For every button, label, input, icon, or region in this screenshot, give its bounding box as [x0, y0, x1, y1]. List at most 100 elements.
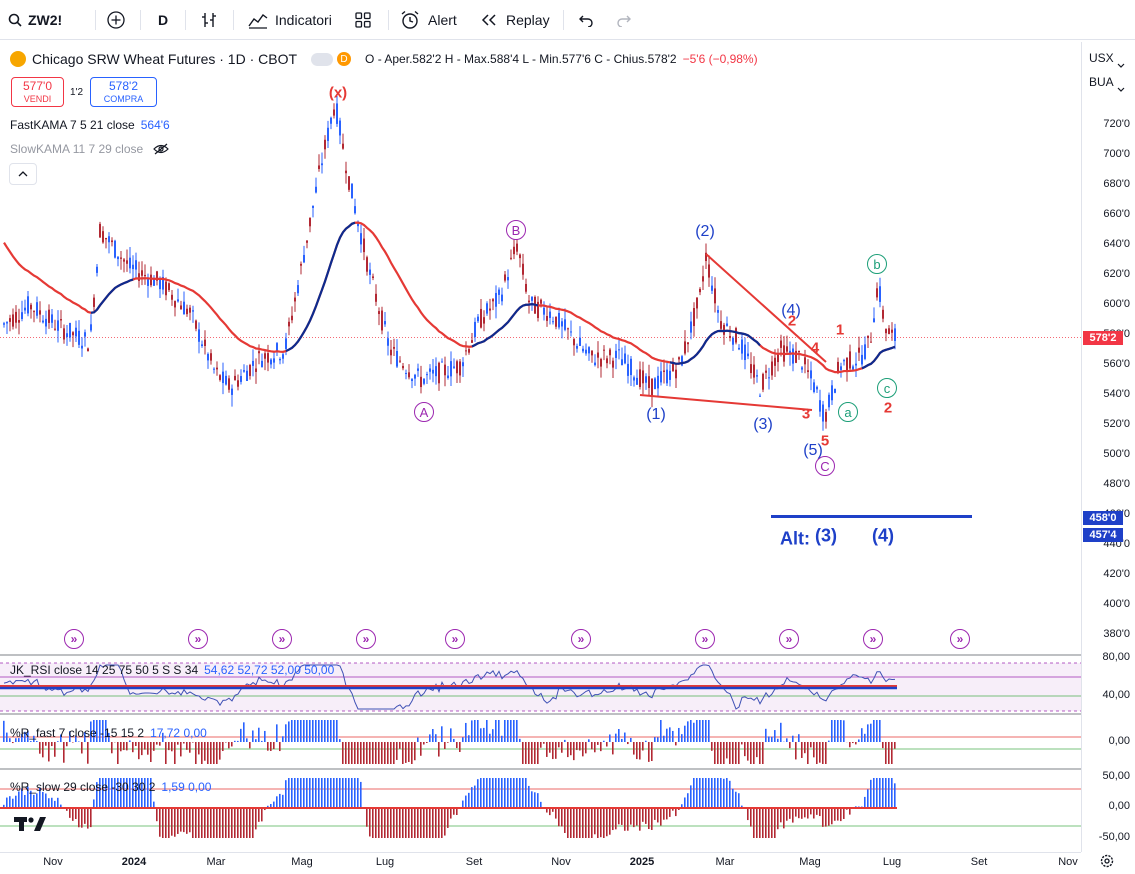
candle-body [411, 379, 413, 381]
indicators-button[interactable]: Indicatori [248, 0, 332, 40]
event-marker[interactable]: » [445, 629, 465, 649]
symbol-title: Chicago SRW Wheat Futures · 1D · CBOT [32, 51, 297, 67]
candle-body [249, 365, 251, 376]
candle-body [825, 412, 827, 422]
symbol-search[interactable]: ZW2! [8, 0, 62, 40]
sell-button[interactable]: 577'0 VENDI [11, 77, 64, 107]
rfast-bar [444, 742, 446, 749]
candle-body [3, 323, 5, 324]
indicators-label: Indicatori [275, 12, 332, 28]
rslow-bar [393, 808, 395, 838]
currency-selector[interactable]: USX [1089, 51, 1114, 65]
event-marker[interactable]: » [188, 629, 208, 649]
rfast-bar [849, 742, 851, 747]
candle-body [780, 341, 782, 348]
rslow-bar [630, 808, 632, 825]
rslow-bar [435, 808, 437, 838]
rfast-bar [609, 734, 611, 742]
rfast-bar [627, 742, 629, 744]
event-marker[interactable]: » [863, 629, 883, 649]
candle-body [93, 298, 95, 307]
candle-body [507, 277, 509, 280]
rfast-bar [285, 724, 287, 742]
layouts-button[interactable] [354, 0, 372, 40]
rslow-bar [669, 808, 671, 817]
buy-button[interactable]: 578'2 COMPRA [90, 77, 157, 107]
alert-button[interactable]: Alert [400, 0, 457, 40]
rslow-bar [417, 808, 419, 838]
market-status-icon [311, 53, 333, 66]
candle-body [180, 305, 182, 309]
candle-body [207, 354, 209, 360]
trendline [640, 395, 812, 410]
candle-body [471, 340, 473, 343]
rslow-bar [219, 808, 221, 838]
undo-button[interactable] [578, 0, 594, 40]
event-marker[interactable]: » [571, 629, 591, 649]
rslow-bar [795, 808, 797, 817]
redo-button[interactable] [616, 0, 632, 40]
candle-body [591, 351, 593, 356]
event-marker[interactable]: » [950, 629, 970, 649]
rfast-bar [264, 731, 266, 742]
rslow-bar [621, 808, 623, 825]
rslow-bar [276, 796, 278, 808]
rfast-bar [636, 742, 638, 759]
tradingview-logo [14, 815, 46, 839]
unit-selector[interactable]: BUA [1089, 75, 1114, 89]
rfast-bar [732, 742, 734, 764]
r-fast-values: 17,72 0,00 [150, 726, 207, 740]
event-marker[interactable]: » [779, 629, 799, 649]
hidden-eye-icon[interactable] [153, 143, 169, 155]
rslow-bar [603, 808, 605, 838]
rfast-bar [681, 734, 683, 742]
event-marker[interactable]: » [64, 629, 84, 649]
candle-body [639, 369, 641, 387]
event-marker[interactable]: » [356, 629, 376, 649]
candle-body [453, 367, 455, 368]
candle-body [816, 387, 818, 389]
rslow-bar [564, 808, 566, 833]
candle-body [648, 376, 650, 388]
rslow-bar [771, 808, 773, 838]
rslow-bar [303, 778, 305, 808]
time-tick: Lug [883, 856, 901, 868]
settings-gear-icon[interactable] [1099, 853, 1117, 871]
rfast-bar [132, 742, 134, 752]
rfast-bar [294, 720, 296, 742]
rslow-bar [828, 808, 830, 826]
rfast-bar [159, 742, 161, 746]
rfast-bar [495, 720, 497, 742]
rfast-bar [789, 742, 791, 748]
candle-body [684, 341, 686, 353]
rfast-bar [603, 741, 605, 742]
candle-body [486, 303, 488, 313]
rslow-bar [438, 808, 440, 838]
event-marker[interactable]: » [272, 629, 292, 649]
rslow-bar [474, 786, 476, 808]
chart-type-button[interactable] [200, 0, 218, 40]
rfast-bar [528, 742, 530, 764]
rslow-bar [492, 778, 494, 808]
sub-wave-2a: 2 [788, 313, 796, 330]
replay-button[interactable]: Replay [480, 0, 550, 40]
interval-button[interactable]: D [158, 0, 168, 40]
rslow-bar [381, 808, 383, 838]
rfast-bar [240, 729, 242, 742]
event-marker[interactable]: » [695, 629, 715, 649]
collapse-legend-button[interactable] [9, 163, 37, 185]
rslow-bar [870, 780, 872, 808]
compare-button[interactable] [106, 0, 126, 40]
candle-body [243, 370, 245, 372]
rfast-bar [621, 739, 623, 742]
rfast-bar [741, 742, 743, 744]
rslow-bar [234, 808, 236, 838]
slow-kama-legend[interactable]: SlowKAMA 11 7 29 close [10, 142, 169, 156]
candle-body [72, 332, 74, 335]
